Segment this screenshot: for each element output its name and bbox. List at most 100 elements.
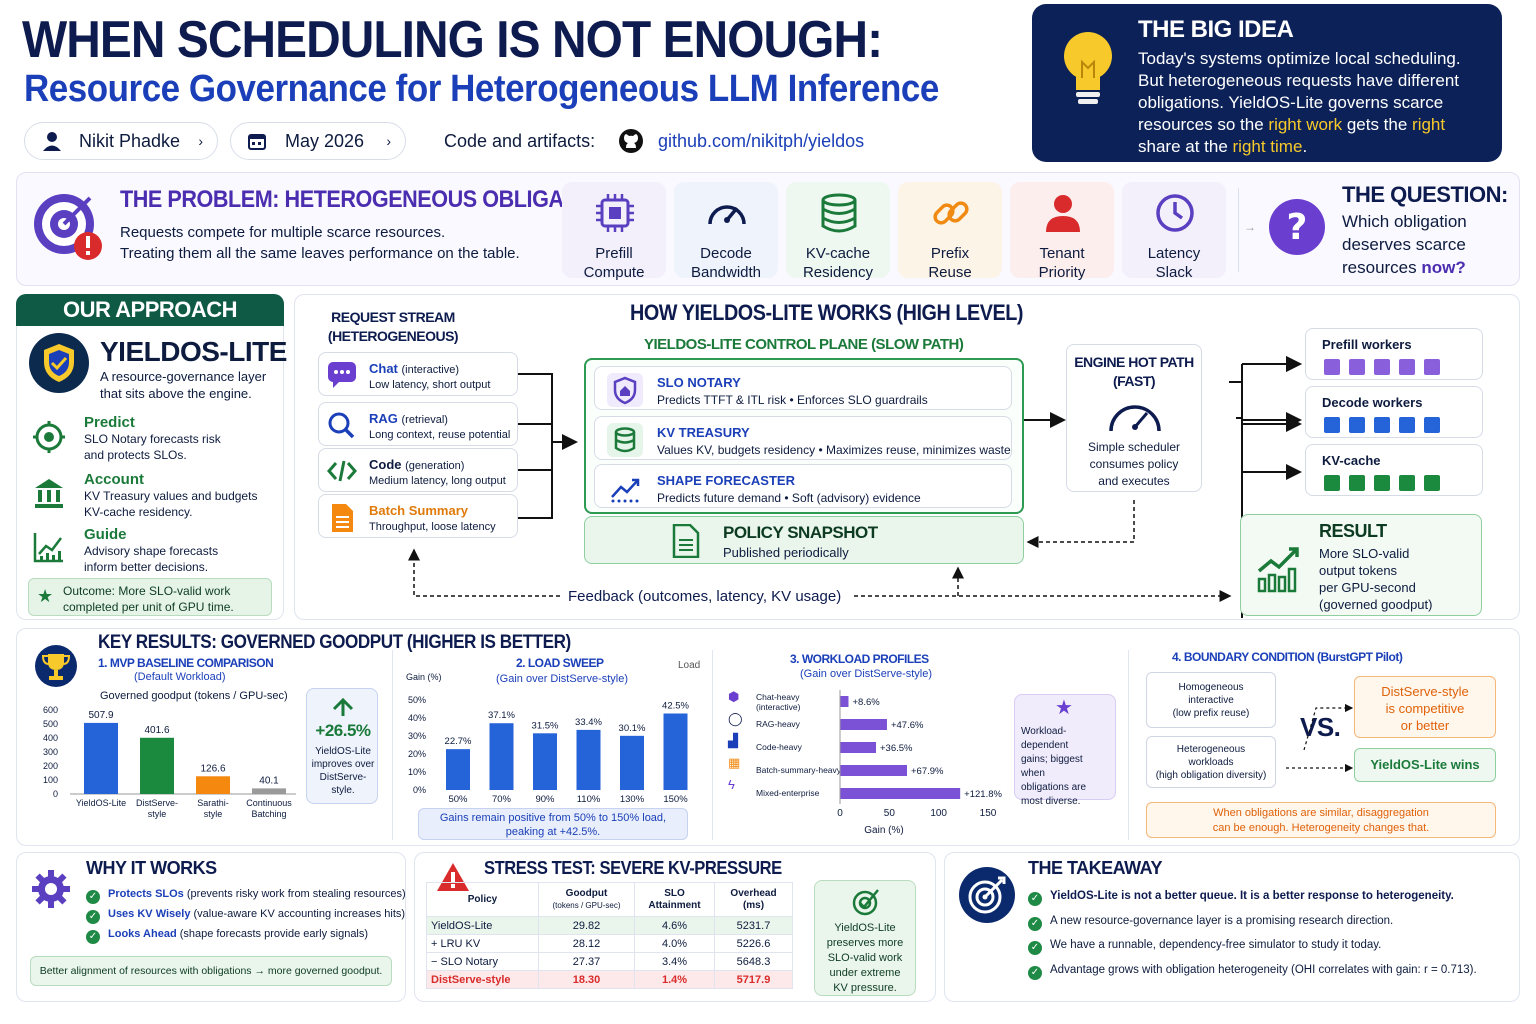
date-pill[interactable]: May 2026 › bbox=[230, 122, 406, 160]
cell-goodput: 18.30 bbox=[538, 970, 635, 989]
problem-text: Requests compete for multiple scarce res… bbox=[120, 222, 520, 264]
worker-unit bbox=[1399, 475, 1415, 491]
big-idea-line: resources so the right work gets the rig… bbox=[1138, 114, 1461, 136]
box-line: DistServe-style bbox=[1381, 684, 1469, 699]
cell-goodput: 29.82 bbox=[538, 916, 635, 935]
result-title: RESULT bbox=[1319, 521, 1387, 541]
highlight: right time bbox=[1232, 137, 1303, 156]
code-icon bbox=[327, 460, 357, 482]
approach-item-title: Predict bbox=[84, 414, 135, 431]
date-text: May 2026 bbox=[285, 130, 365, 151]
mixed-icon: ϟ bbox=[728, 777, 735, 792]
x-tick-label: 50 bbox=[884, 808, 896, 819]
big-idea-line: But heterogeneous requests have differen… bbox=[1138, 71, 1460, 90]
approach-item-title: Guide bbox=[84, 526, 127, 543]
worker-title: KV-cache bbox=[1322, 453, 1381, 468]
chart1-title: 1. MVP BASELINE COMPARISON bbox=[98, 656, 274, 670]
data-label: 40.1 bbox=[259, 775, 279, 786]
engine-title-line: (FAST) bbox=[1112, 373, 1156, 389]
request-name: Batch Summary bbox=[369, 503, 468, 518]
y-tick-label: Chat-heavy bbox=[756, 692, 800, 702]
cell-policy: + LRU KV bbox=[426, 934, 539, 953]
table-row: − SLO Notary 27.37 3.4% 5648.3 bbox=[426, 952, 793, 971]
takeaway-text: YieldOS-Lite is not a better queue. It i… bbox=[1050, 890, 1454, 902]
text: resources so the bbox=[1138, 115, 1269, 134]
target-alert-icon bbox=[34, 194, 102, 260]
page-title: WHEN SCHEDULING IS NOT ENOUGH: bbox=[22, 11, 883, 69]
why-item: ✓ Looks Ahead (shape forecasts provide ea… bbox=[86, 924, 406, 944]
big-idea-line: Today's systems optimize local schedulin… bbox=[1138, 49, 1461, 68]
data-label: +8.6% bbox=[852, 697, 880, 708]
text: gets the bbox=[1342, 115, 1413, 134]
database-icon bbox=[607, 423, 643, 457]
arrow-right-icon: → bbox=[1244, 220, 1256, 234]
chart2-title: 2. LOAD SWEEP bbox=[516, 656, 604, 670]
why-item-text: (value-aware KV accounting increases hit… bbox=[190, 908, 406, 920]
speedometer-icon bbox=[1109, 405, 1161, 432]
resource-prefill-compute: Prefill Compute bbox=[562, 182, 666, 281]
author-pill[interactable]: Nikit Phadke › bbox=[24, 122, 218, 160]
bar bbox=[620, 735, 644, 790]
request-title: RAG (retrieval) bbox=[369, 411, 448, 426]
resource-label: Compute bbox=[583, 264, 645, 281]
chart1-baseline: 0 100 200 300 400 500 600 507.9 YieldOS-Lite 401.… bbox=[43, 705, 296, 819]
request-rag: RAG (retrieval) Long context, reuse pote… bbox=[318, 402, 518, 446]
resource-label: Prefix bbox=[930, 245, 970, 262]
person-icon bbox=[1046, 195, 1080, 232]
chat-icon bbox=[328, 362, 356, 388]
improvement-line: style. bbox=[331, 785, 355, 796]
request-type: (interactive) bbox=[401, 364, 459, 376]
takeaway-item: ✓ YieldOS-Lite is not a better queue. It … bbox=[1028, 884, 1477, 909]
chat-icon: ⬢ bbox=[728, 689, 740, 704]
trend-icon bbox=[611, 478, 640, 503]
worker-unit bbox=[1374, 359, 1390, 375]
clock-icon bbox=[1156, 194, 1194, 232]
highlight: right bbox=[1412, 115, 1446, 134]
github-icon bbox=[619, 129, 643, 153]
worker-unit bbox=[1324, 359, 1340, 375]
workload-icons: ⬢ ◯ ▟ ▦ ϟ bbox=[728, 686, 743, 796]
control-plane-title: YIELDOS-LITE CONTROL PLANE (SLOW PATH) bbox=[644, 336, 964, 353]
request-chat: Chat (interactive) Low latency, short ou… bbox=[318, 352, 518, 396]
data-label: 126.6 bbox=[200, 763, 225, 774]
y-tick-label: RAG-heavy bbox=[756, 719, 801, 729]
divider bbox=[712, 650, 713, 840]
side-note-line: YieldOS-Lite bbox=[834, 922, 896, 934]
approach-outcome: ★ Outcome: More SLO-valid work completed… bbox=[28, 578, 272, 616]
request-title: Chat (interactive) bbox=[369, 361, 459, 376]
big-idea-text: Today's systems optimize local schedulin… bbox=[1138, 48, 1461, 158]
document-icon bbox=[672, 524, 700, 558]
bar bbox=[84, 722, 118, 794]
bank-icon bbox=[35, 479, 63, 508]
worker-title: Prefill workers bbox=[1322, 337, 1412, 352]
side-note-line: preserves more bbox=[826, 937, 904, 949]
resource-prefix-reuse: Prefix Reuse bbox=[898, 182, 1002, 281]
improvement-line: YieldOS-Lite bbox=[315, 746, 371, 757]
data-label: 37.1% bbox=[488, 710, 515, 721]
approach-guide: Guide Advisory shape forecasts inform be… bbox=[84, 526, 218, 575]
y-tick-label: 200 bbox=[43, 761, 58, 771]
approach-item-text: KV Treasury values and budgets bbox=[84, 489, 258, 503]
repo-link[interactable]: github.com/nikitph/yieldos bbox=[658, 131, 865, 151]
result-line: More SLO-valid bbox=[1319, 546, 1410, 561]
resource-label: Prefill bbox=[595, 245, 633, 262]
star-icon: ★ bbox=[37, 586, 54, 606]
gauge-icon bbox=[708, 205, 746, 225]
takeaway-item: ✓ Advantage grows with obligation heterog… bbox=[1028, 958, 1477, 983]
x-tick-label: YieldOS-Lite bbox=[76, 798, 126, 808]
approach-item-text: Advisory shape forecasts bbox=[84, 544, 219, 558]
takeaway-title: THE TAKEAWAY bbox=[1028, 858, 1163, 878]
big-idea-title: THE BIG IDEA bbox=[1138, 16, 1294, 43]
resource-label: Slack bbox=[1155, 264, 1193, 281]
text: share at the bbox=[1138, 137, 1233, 156]
arrow-up-icon bbox=[332, 697, 354, 716]
x-tick-label: 150 bbox=[980, 808, 997, 819]
improvement-callout: +26.5% YieldOS-Lite improves over DistSe… bbox=[306, 688, 378, 804]
workload-note: ★ Workload-dependent gains; biggest when… bbox=[1014, 694, 1116, 807]
approach-item-text: and protects SLOs. bbox=[84, 448, 187, 462]
check-icon: ✓ bbox=[1028, 916, 1042, 931]
x-axis-label: Gain (%) bbox=[864, 825, 903, 836]
resource-label: Latency bbox=[1147, 245, 1201, 262]
takeaway-text: A new resource-governance layer is a pro… bbox=[1050, 914, 1394, 927]
component-title: SHAPE FORECASTER bbox=[657, 473, 795, 488]
